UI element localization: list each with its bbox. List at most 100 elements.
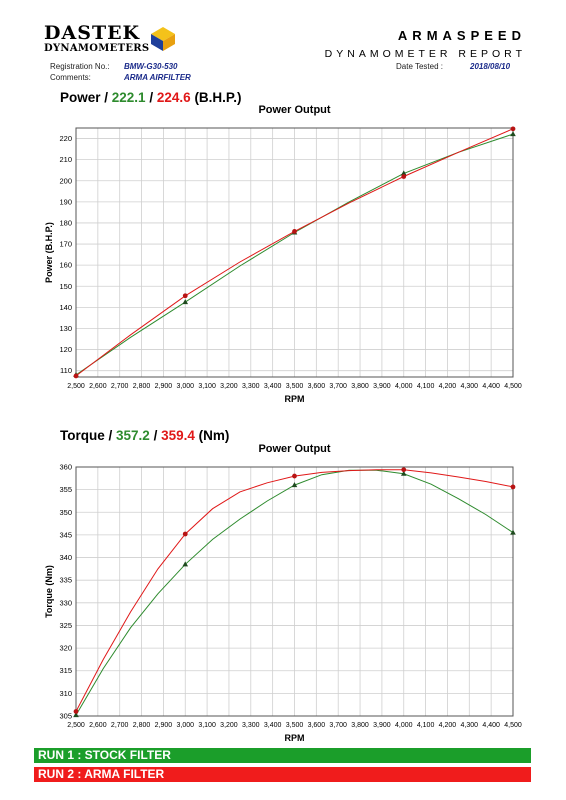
power-run2-point — [73, 373, 79, 379]
torque-y-tick-label: 330 — [59, 598, 72, 607]
power-y-tick-label: 220 — [59, 134, 72, 143]
torque-x-tick-label: 4,100 — [417, 722, 435, 729]
power-plot-frame — [75, 127, 514, 378]
torque-x-tick-label: 4,300 — [461, 722, 479, 729]
torque-y-tick-label: 305 — [59, 712, 72, 721]
power-run2-point — [510, 126, 516, 132]
torque-x-axis-label: RPM — [285, 733, 305, 743]
torque-y-tick-label: 325 — [59, 621, 72, 630]
torque-plot-frame — [75, 466, 514, 717]
torque-y-tick-label: 320 — [59, 644, 72, 653]
torque-run2-point — [182, 531, 188, 537]
torque-x-tick-label: 3,600 — [308, 722, 326, 729]
torque-run1-point — [291, 482, 298, 488]
torque-x-tick-label: 3,900 — [373, 722, 391, 729]
torque-run1-point — [510, 529, 516, 535]
power-x-tick-label: 3,100 — [198, 383, 216, 390]
torque-run1-point — [400, 470, 407, 476]
torque-x-tick-label: 3,500 — [286, 722, 304, 729]
torque-y-tick-label: 335 — [59, 576, 72, 585]
power-run2-point — [401, 174, 407, 179]
torque-x-tick-label: 2,700 — [111, 722, 129, 729]
torque-y-tick-label: 315 — [59, 666, 72, 675]
power-y-tick-label: 210 — [59, 155, 72, 164]
power-run2-point — [292, 228, 297, 234]
torque-heading: Torque / 357.2 / 359.4 (Nm) — [60, 428, 229, 443]
torque-x-tick-label: 3,200 — [220, 722, 238, 729]
brand-name: ARMASPEED — [397, 28, 526, 43]
torque-chart-title: Power Output — [258, 443, 330, 455]
registration-value: BMW-G30-530 — [124, 62, 178, 71]
legend-run1: RUN 1 : STOCK FILTER — [34, 748, 531, 763]
torque-x-tick-label: 2,600 — [89, 722, 107, 729]
power-x-tick-label: 2,900 — [155, 383, 173, 390]
power-y-tick-label: 160 — [59, 261, 72, 270]
torque-run2-point — [510, 484, 516, 490]
power-run1-point — [182, 299, 189, 305]
logo-sub-text: DYNAMOMETERS — [44, 43, 150, 54]
power-heading-sep: / — [149, 90, 154, 105]
torque-x-tick-label: 3,100 — [198, 722, 216, 729]
logo-main-text: DASTEK — [44, 22, 141, 44]
torque-x-tick-label: 3,000 — [176, 722, 194, 729]
torque-x-tick-label: 3,800 — [351, 722, 369, 729]
power-x-tick-label: 2,500 — [67, 383, 85, 390]
comments-label: Comments: — [50, 73, 91, 82]
torque-x-tick-label: 2,500 — [67, 722, 85, 729]
torque-y-tick-label: 355 — [59, 485, 72, 494]
power-x-tick-label: 3,600 — [308, 383, 326, 390]
power-heading-unit: (B.H.P.) — [194, 90, 242, 105]
power-heading: Power / 222.1 / 224.6 (B.H.P.) — [60, 90, 241, 105]
power-x-tick-label: 4,200 — [439, 383, 457, 390]
power-y-tick-label: 130 — [59, 324, 72, 333]
power-x-tick-label: 3,700 — [329, 383, 347, 390]
torque-x-tick-label: 3,700 — [329, 722, 347, 729]
power-chart-title: Power Output — [258, 104, 330, 116]
logo-cube-icon — [151, 27, 175, 51]
legend-run2: RUN 2 : ARMA FILTER — [34, 767, 531, 782]
torque-run1-peak: 357.2 — [116, 428, 150, 443]
power-x-tick-label: 4,300 — [461, 383, 479, 390]
torque-run2-point — [292, 473, 297, 479]
power-y-tick-label: 170 — [59, 240, 72, 249]
torque-y-tick-label: 360 — [59, 463, 72, 472]
torque-y-tick-label: 345 — [59, 530, 72, 539]
torque-x-tick-label: 4,200 — [439, 722, 457, 729]
power-run1-point — [400, 170, 407, 176]
torque-heading-sep: / — [153, 428, 158, 443]
power-y-tick-label: 180 — [59, 218, 72, 227]
power-heading-prefix: Power / — [60, 90, 109, 105]
power-y-tick-label: 140 — [59, 303, 72, 312]
torque-run2-point — [401, 467, 407, 473]
power-x-tick-label: 4,000 — [395, 383, 413, 390]
torque-y-axis-label: Torque (Nm) — [44, 565, 54, 618]
power-y-axis-label: Power (B.H.P.) — [44, 222, 54, 283]
power-x-tick-label: 4,100 — [417, 383, 435, 390]
power-y-tick-label: 110 — [60, 366, 72, 375]
power-y-tick-label: 150 — [59, 282, 72, 291]
torque-heading-prefix: Torque / — [60, 428, 113, 443]
power-x-tick-label: 3,000 — [176, 383, 194, 390]
torque-x-tick-label: 4,000 — [395, 722, 413, 729]
power-run1-peak: 222.1 — [111, 90, 146, 105]
date-value: 2018/08/10 — [470, 62, 511, 71]
torque-x-tick-label: 4,400 — [482, 722, 500, 729]
torque-x-tick-label: 2,800 — [133, 722, 151, 729]
power-y-tick-label: 190 — [59, 197, 72, 206]
torque-run1-point — [73, 712, 79, 718]
power-chart: Power Output 2,500 2,600 2,700 2,800 2,900 3,0… — [44, 104, 522, 404]
report-title: DYNAMOMETER REPORT — [324, 48, 526, 60]
power-x-tick-label: 2,600 — [89, 383, 107, 390]
power-x-tick-label: 3,300 — [242, 383, 260, 390]
power-y-tick-label: 200 — [59, 176, 72, 185]
power-x-tick-label: 3,800 — [351, 383, 369, 390]
date-label: Date Tested : — [396, 62, 443, 71]
torque-y-tick-label: 310 — [59, 689, 72, 698]
torque-run1-point — [182, 561, 189, 567]
power-x-tick-label: 2,800 — [133, 383, 151, 390]
power-x-tick-label: 2,700 — [111, 383, 129, 390]
power-x-tick-label: 3,500 — [286, 383, 304, 390]
torque-run2-peak: 359.4 — [161, 428, 195, 443]
registration-label: Registration No.: — [50, 62, 110, 71]
torque-x-tick-label: 3,300 — [242, 722, 260, 729]
